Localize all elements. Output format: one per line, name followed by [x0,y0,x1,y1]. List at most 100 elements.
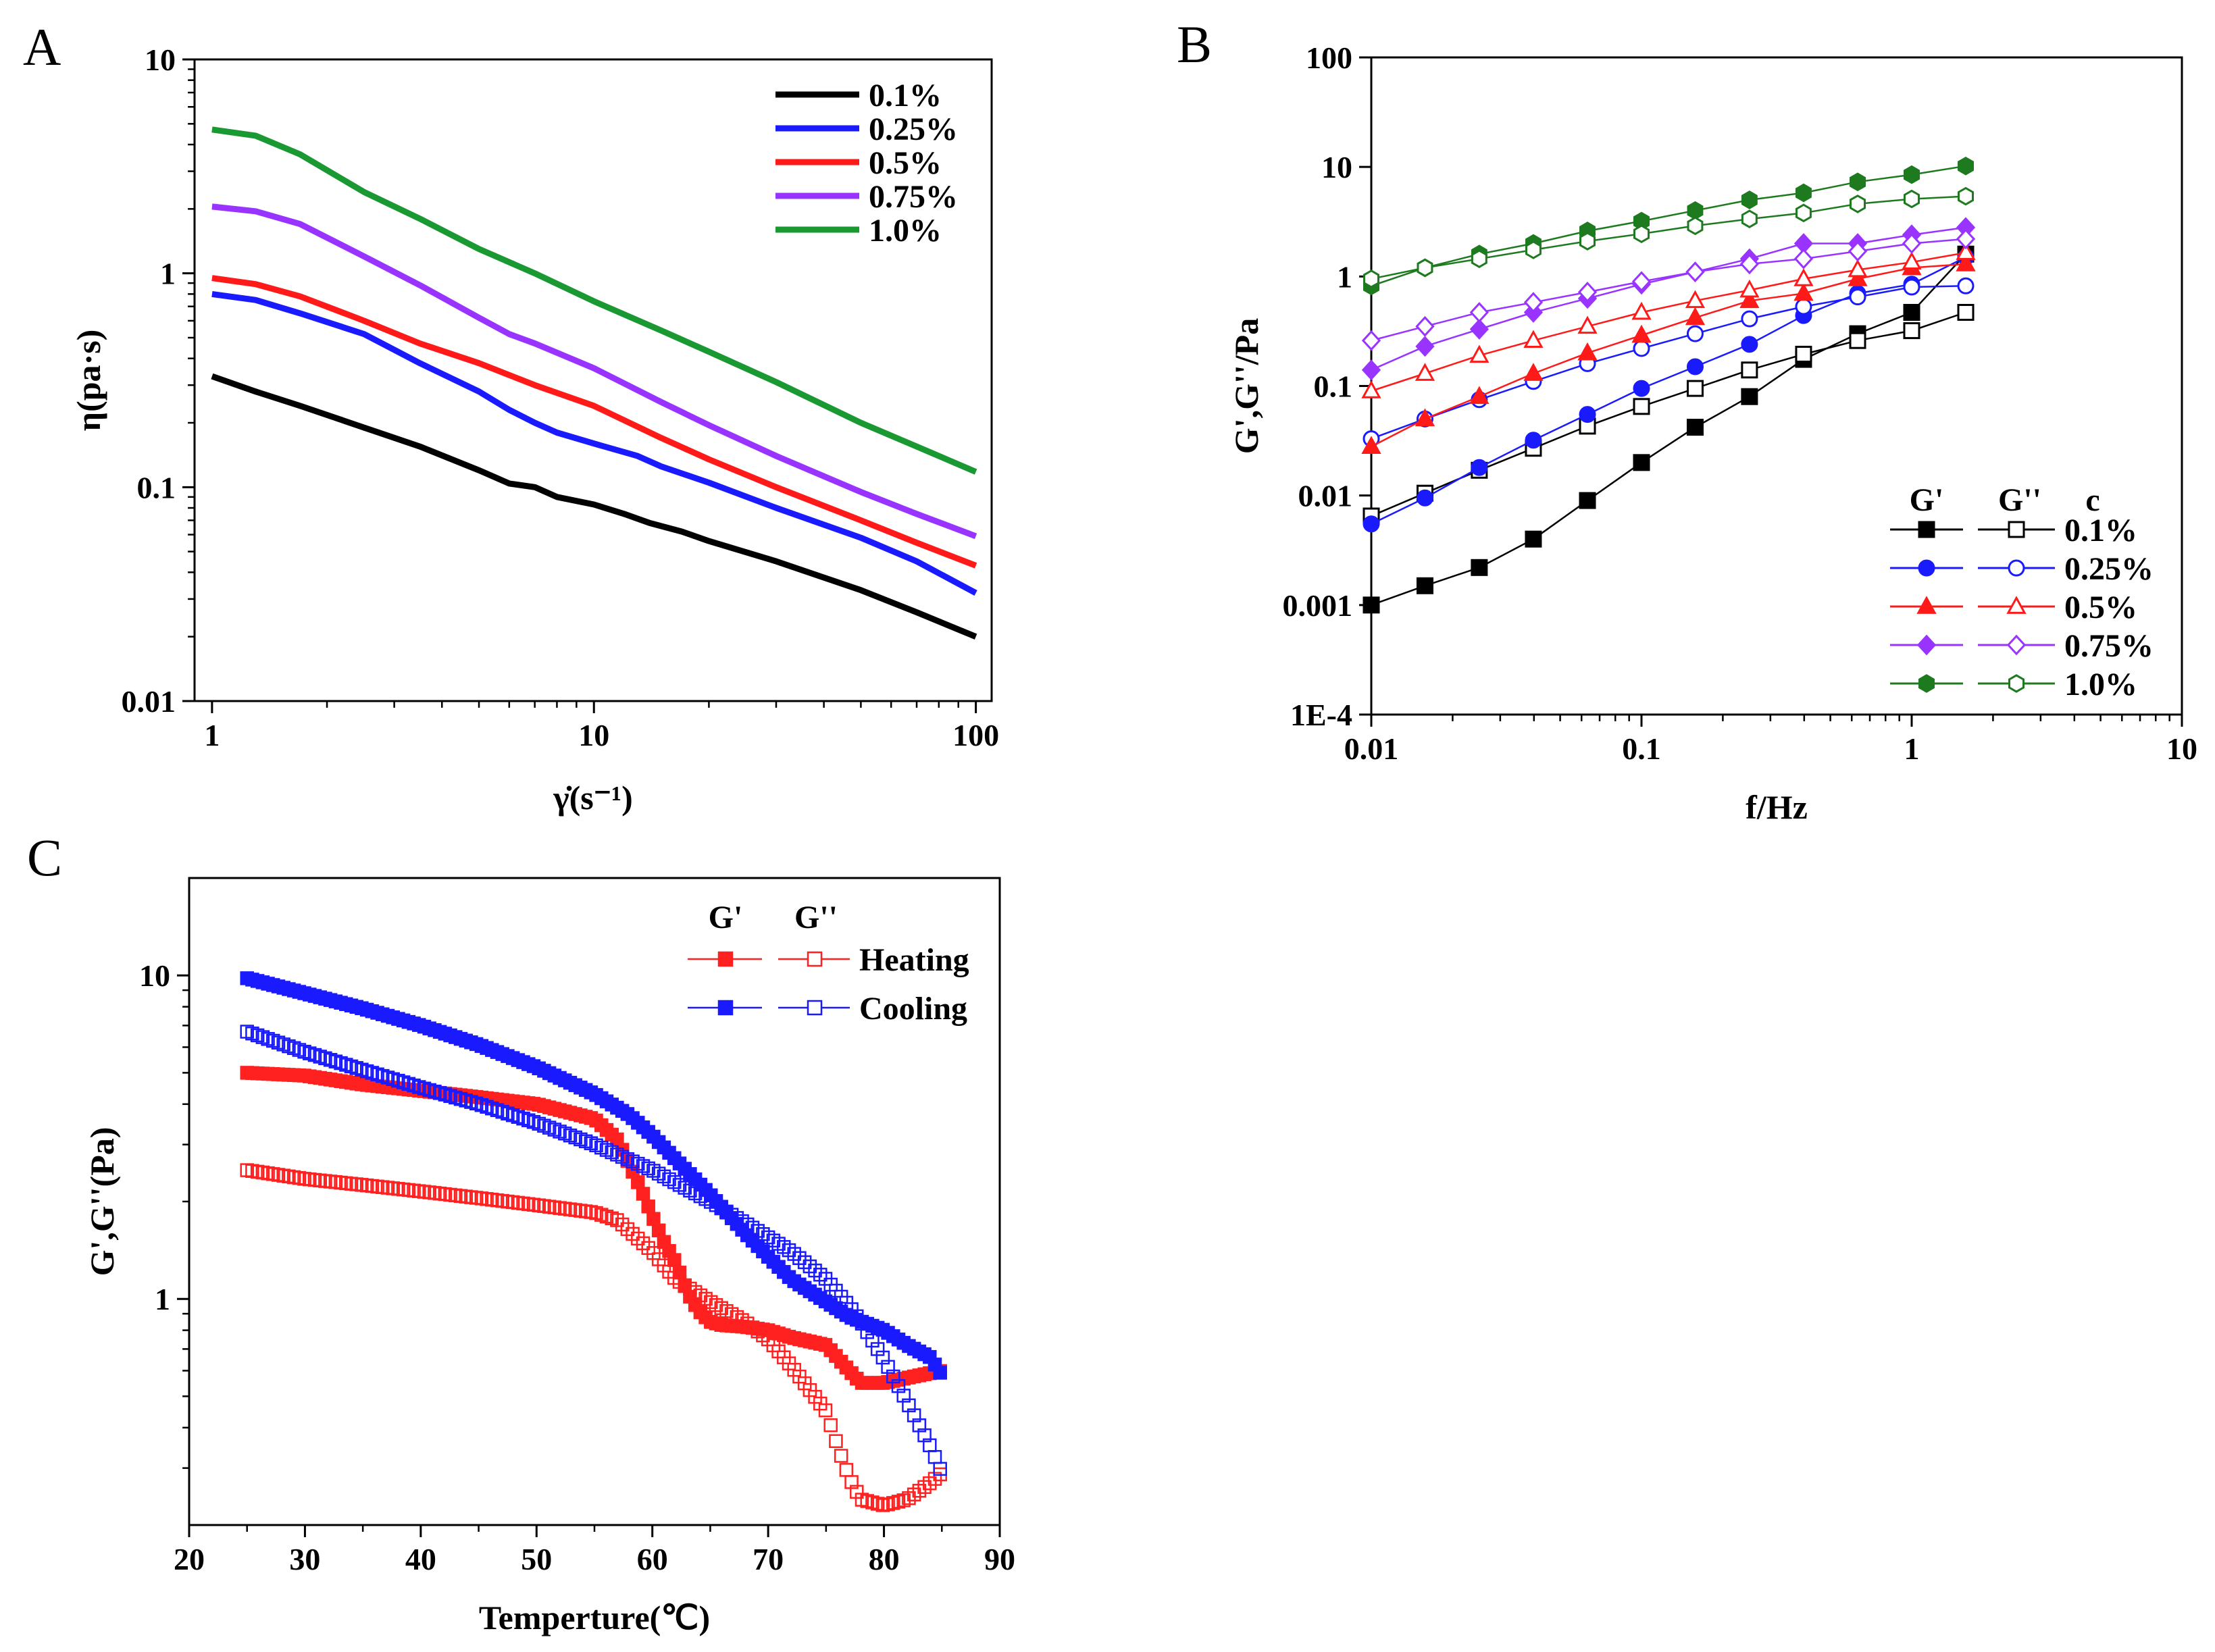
data-point [584,1136,599,1150]
data-point [261,1032,275,1046]
data-point [537,1118,551,1133]
data-point [485,1101,499,1116]
y-tick-label: 10 [145,43,176,77]
legend-label: 0.1% [2064,513,2137,548]
data-point [328,1054,343,1068]
data-point [313,1050,327,1064]
data-point [850,1309,864,1324]
data-point [1739,279,1760,298]
data-point [407,1078,421,1093]
data-point [1469,318,1490,340]
data-point [1793,248,1814,269]
legend-label: 0.75% [869,179,958,215]
data-point [923,1438,937,1453]
data-point [792,1251,807,1265]
data-point [464,1095,478,1109]
data-point [1687,201,1704,220]
data-point [412,1080,426,1094]
data-point [568,1130,582,1145]
data-point [1523,330,1544,349]
data-point [574,1132,588,1147]
data-point [553,1125,567,1139]
legend-marker [1916,634,1937,656]
data-point [636,1187,651,1201]
data-point [1361,380,1381,398]
series-line-0.5% [211,275,977,569]
data-point [933,1366,947,1380]
panel-c: C 20 30 40 50 60 70 80 90 1 10 Temperture(℃) G',G''(… [27,828,1015,1636]
data-point [401,1077,416,1091]
series-line-0.5%-G2 [1371,251,1966,392]
data-point [480,1100,494,1114]
data-point [933,1462,947,1476]
legend-marker [1916,596,1937,614]
data-point [1417,258,1433,278]
data-point [870,1497,885,1511]
data-point [297,1044,311,1059]
data-point [1416,577,1433,594]
x-axis-label: Temperture(℃) [479,1599,710,1636]
data-point [1686,419,1704,436]
legend-marker [2008,559,2025,577]
data-point [735,1313,749,1327]
data-point [1525,240,1542,259]
data-point [813,1268,828,1282]
legend-label: 0.5% [869,145,942,181]
data-point [615,1150,630,1164]
data-point [292,1043,307,1057]
data-point [844,1302,859,1316]
data-point [271,1035,286,1050]
y-tick-label: 1 [1337,259,1352,294]
legend: 0.1%0.25%0.5%0.75%1.0% [775,78,958,249]
data-point [438,1087,453,1102]
y-tick-label: 0.1 [1314,369,1353,404]
data-point [865,1333,880,1348]
x-tick-label: 100 [952,718,999,752]
data-point [578,1134,593,1149]
data-point [1741,190,1758,209]
x-tick-label: 20 [174,1542,205,1576]
data-point [1631,324,1652,343]
data-point [1850,195,1866,213]
series-line-1.0%-G1 [1371,165,1966,287]
y-tick-label: 1 [160,257,176,291]
data-point [323,1053,338,1067]
series-line-0.25% [211,290,977,596]
data-point [651,1223,666,1238]
data-point [902,1398,916,1413]
data-point [495,1104,509,1119]
data-point [1795,345,1812,363]
data-point [1902,251,1922,270]
data-point [1361,359,1381,381]
data-point [1471,249,1487,269]
data-point [1741,361,1758,379]
legend-header: G' [709,900,743,935]
axis-ticks: 1 10 100 0.01 0.1 1 10 [122,43,1000,752]
data-point [745,1320,760,1335]
y-tick-label: 1E-4 [1290,698,1352,732]
legend-marker [2006,634,2027,656]
data-point [1633,380,1650,397]
x-tick-label: 70 [753,1542,784,1576]
axis-ticks: 20 30 40 50 60 70 80 90 1 10 [139,958,1015,1576]
data-point [1685,290,1706,309]
data-point [474,1098,489,1112]
data-point [839,1463,854,1477]
data-point [589,1206,603,1220]
data-point [1631,271,1652,292]
series-Cooling-G2 [240,1025,947,1476]
data-point [490,1103,505,1117]
legend-label: 1.0% [2064,667,2137,702]
data-point [818,1403,833,1418]
data-point [1469,386,1490,405]
legend-marker [2008,674,2025,693]
data-point [370,1067,384,1082]
data-point [1903,278,1920,296]
data-point [917,1480,932,1494]
data-point [1686,380,1704,397]
x-tick-label: 90 [984,1542,1015,1576]
series-line-0.1% [211,373,977,640]
data-point [927,1472,942,1486]
data-point [829,1434,843,1448]
x-tick-label: 10 [2166,731,2197,766]
